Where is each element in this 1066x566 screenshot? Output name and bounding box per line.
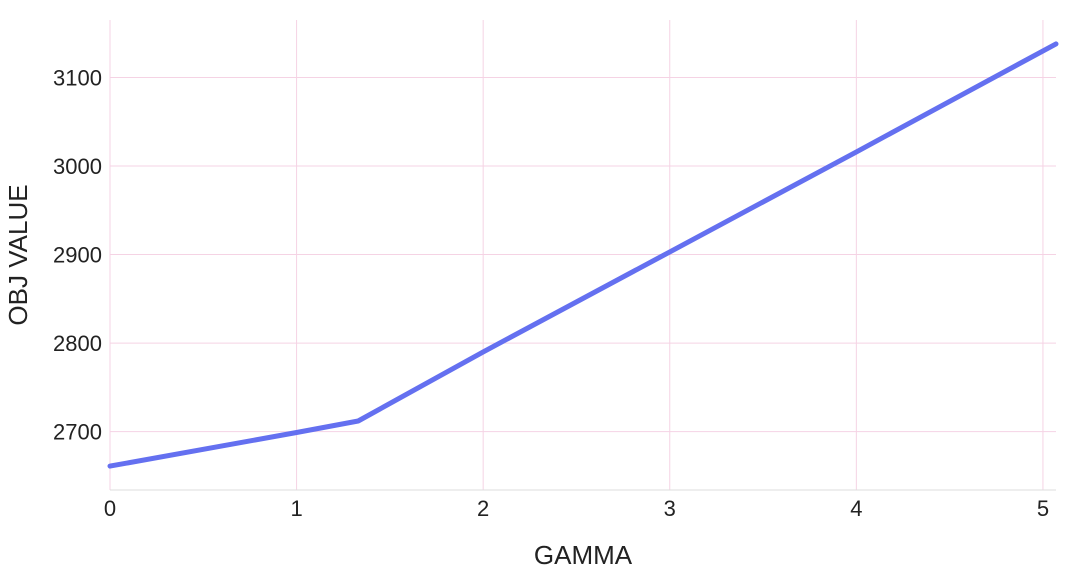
y-tick-label: 2800	[53, 331, 102, 356]
x-tick-label: 1	[290, 496, 302, 521]
x-tick-label: 3	[664, 496, 676, 521]
y-tick-label: 3100	[53, 66, 102, 91]
y-tick-label: 3000	[53, 154, 102, 179]
series-layer	[107, 41, 1059, 469]
series-line	[107, 41, 1059, 469]
y-tick-label: 2900	[53, 243, 102, 268]
x-tick-label: 5	[1037, 496, 1049, 521]
tick-labels: 0 1 2 3 4 5 2700 2800 2900 3000 3100	[53, 66, 1049, 521]
y-axis-title: OBJ VALUE	[3, 184, 33, 325]
x-axis-title: GAMMA	[534, 540, 633, 566]
grid	[109, 20, 1056, 490]
y-tick-label: 2700	[53, 420, 102, 445]
x-tick-label: 4	[850, 496, 862, 521]
x-tick-label: 2	[477, 496, 489, 521]
x-tick-label: 0	[104, 496, 116, 521]
